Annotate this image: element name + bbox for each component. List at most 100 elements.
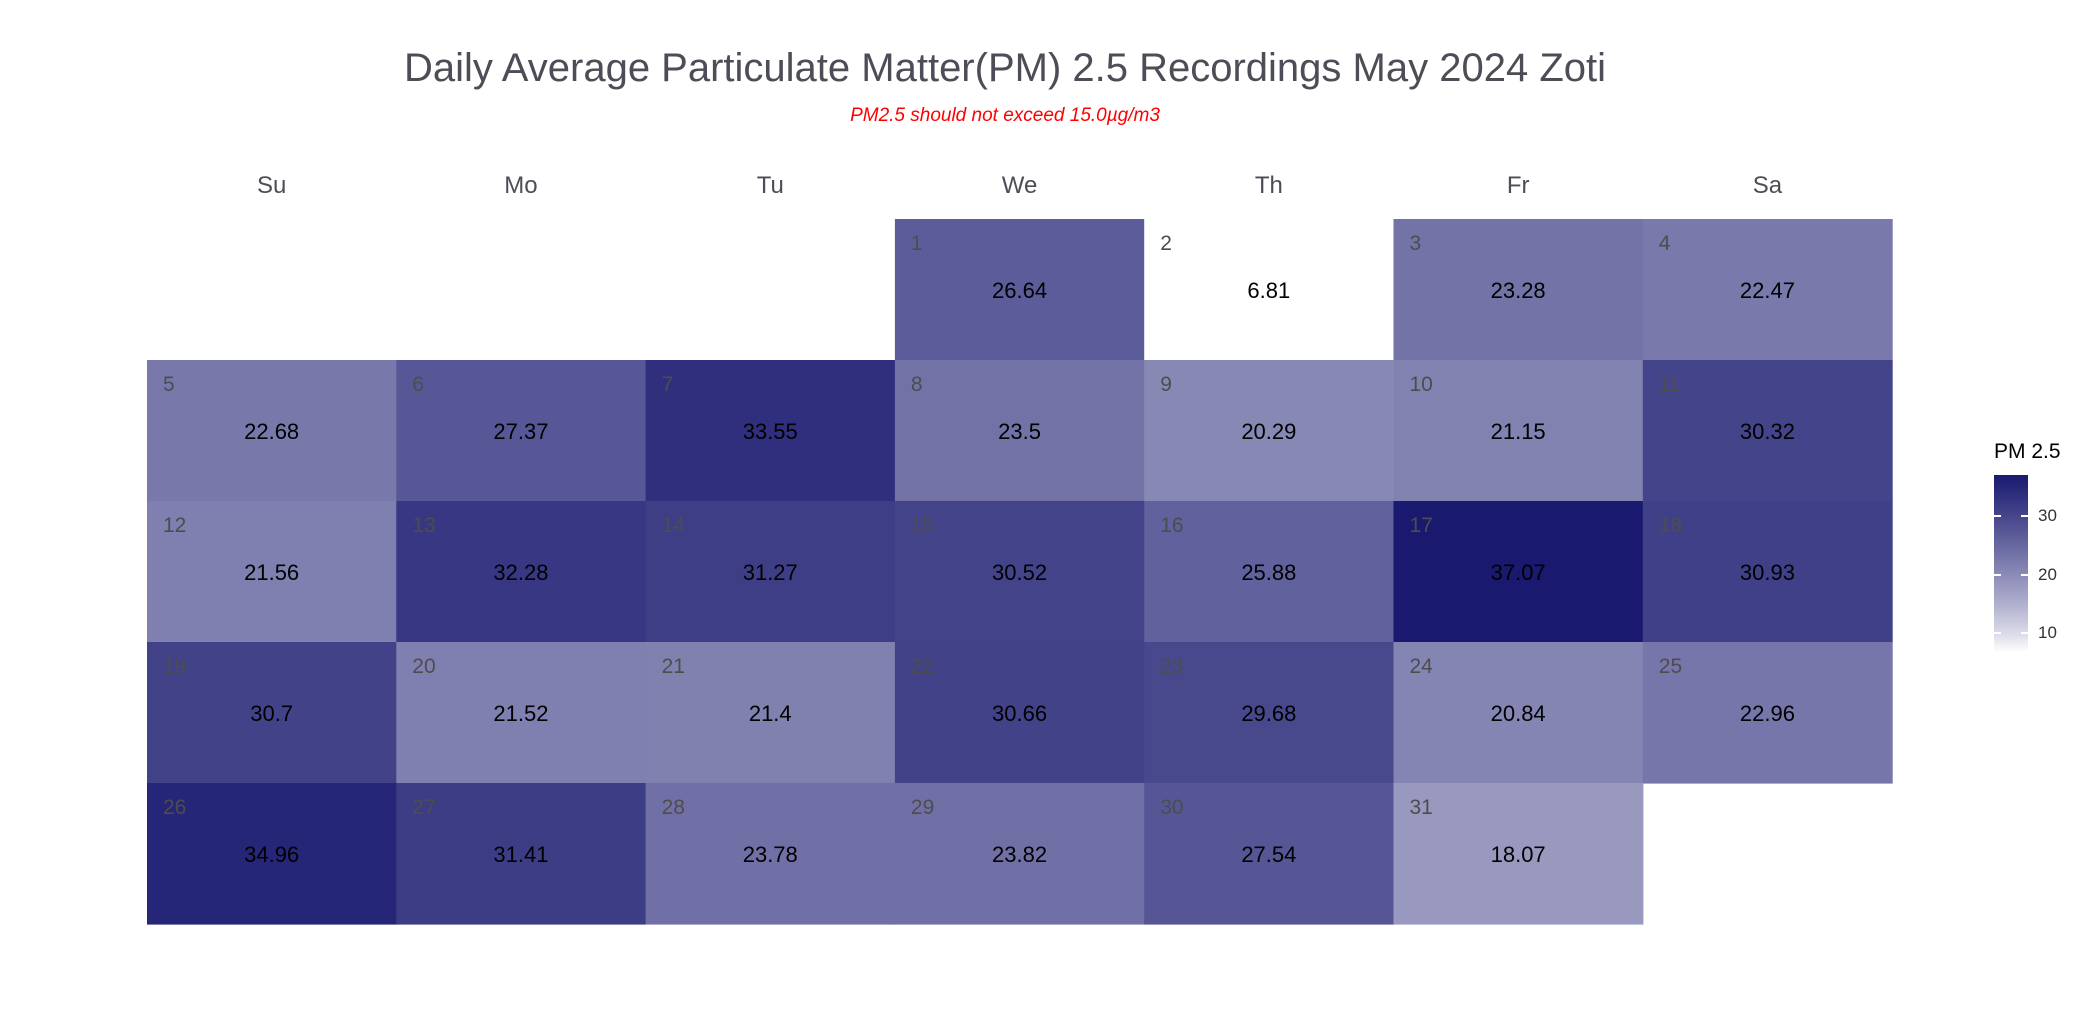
cell-color-tile xyxy=(645,642,896,784)
pm25-value-label: 30.93 xyxy=(1740,560,1795,585)
calendar-cell-day-28: 28 23.78 xyxy=(645,783,896,925)
pm25-value-label: 6.81 xyxy=(1247,278,1290,303)
legend-tick-mark xyxy=(2021,632,2028,635)
cell-color-tile xyxy=(1393,219,1644,361)
day-number: 21 xyxy=(662,655,685,678)
cell-color-tile xyxy=(396,783,647,925)
legend-color-bar xyxy=(1994,475,2028,652)
cell-color-tile xyxy=(894,783,1145,925)
pm25-value-label: 34.96 xyxy=(244,842,299,867)
calendar-cell-day-7: 733.55 xyxy=(645,360,896,502)
cell-color-tile xyxy=(147,642,397,784)
day-number: 19 xyxy=(163,655,186,678)
pm25-value-label: 23.78 xyxy=(743,842,798,867)
calendar-cell-day-10: 10 21.15 xyxy=(1393,360,1644,502)
day-number: 15 xyxy=(911,514,934,537)
cell-color-tile xyxy=(1144,783,1395,925)
weekday-label-fr: Fr xyxy=(1507,172,1530,199)
pm25-value-label: 27.54 xyxy=(1241,842,1296,867)
calendar-cells: 126.6426.81323.28422.47522.68627.37733.5… xyxy=(147,219,1893,925)
pm25-value-label: 21.52 xyxy=(493,701,548,726)
cell-color-tile xyxy=(645,783,896,925)
cell-color-tile xyxy=(894,642,1145,784)
day-number: 1 xyxy=(911,232,923,255)
cell-color-tile xyxy=(1642,219,1893,361)
day-number: 17 xyxy=(1410,514,1433,537)
calendar-cell-day-14: 14 31.27 xyxy=(645,501,896,643)
calendar-cell-day-15: 15 30.52 xyxy=(894,501,1145,643)
weekday-label-su: Su xyxy=(257,172,286,199)
calendar-cell-day-5: 522.68 xyxy=(147,360,397,502)
legend-tick-label: 30 xyxy=(2038,506,2057,526)
calendar-cell-day-26: 26 34.96 xyxy=(147,783,397,925)
day-number: 20 xyxy=(412,655,435,678)
calendar-cell-day-20: 20 21.52 xyxy=(396,642,647,784)
pm25-value-label: 21.15 xyxy=(1491,419,1546,444)
calendar-cell-day-12: 12 21.56 xyxy=(147,501,397,643)
day-number: 10 xyxy=(1410,373,1433,396)
calendar-cell-day-2: 26.81 xyxy=(1144,219,1395,361)
cell-color-tile xyxy=(1144,642,1395,784)
calendar-cell-day-29: 29 23.82 xyxy=(894,783,1145,925)
pm25-value-label: 30.32 xyxy=(1740,419,1795,444)
cell-color-tile xyxy=(1393,642,1644,784)
calendar-cell-day-19: 19 30.7 xyxy=(147,642,397,784)
day-number: 28 xyxy=(662,796,685,819)
pm25-value-label: 31.41 xyxy=(493,842,548,867)
pm25-value-label: 23.82 xyxy=(992,842,1047,867)
weekday-label-sa: Sa xyxy=(1753,172,1783,199)
day-number: 6 xyxy=(412,373,424,396)
legend-tick-mark xyxy=(1994,515,2001,518)
day-number: 7 xyxy=(662,373,674,396)
calendar-cell-day-22: 22 30.66 xyxy=(894,642,1145,784)
cell-color-tile xyxy=(147,783,397,925)
day-number: 14 xyxy=(662,514,686,537)
calendar-cell-day-6: 627.37 xyxy=(396,360,647,502)
pm25-value-label: 22.68 xyxy=(244,419,299,444)
cell-color-tile xyxy=(645,360,896,502)
day-number: 24 xyxy=(1410,655,1434,678)
cell-color-tile xyxy=(147,501,397,643)
calendar-cell-day-31: 31 18.07 xyxy=(1393,783,1644,925)
day-number: 4 xyxy=(1659,232,1671,255)
pm25-value-label: 27.37 xyxy=(493,419,548,444)
day-number: 8 xyxy=(911,373,923,396)
cell-color-tile xyxy=(645,501,896,643)
cell-color-tile xyxy=(396,501,647,643)
day-number: 12 xyxy=(163,514,186,537)
day-number: 29 xyxy=(911,796,934,819)
day-number: 31 xyxy=(1410,796,1433,819)
day-number: 5 xyxy=(163,373,175,396)
day-number: 22 xyxy=(911,655,934,678)
pm25-value-label: 30.7 xyxy=(250,701,293,726)
chart-subtitle: PM2.5 should not exceed 15.0µg/m3 xyxy=(850,105,1160,126)
cell-color-tile xyxy=(894,360,1145,502)
legend-title: PM 2.5 xyxy=(1994,440,2061,463)
day-number: 2 xyxy=(1160,232,1172,255)
weekday-label-we: We xyxy=(1002,172,1038,199)
pm25-value-label: 26.64 xyxy=(992,278,1047,303)
cell-color-tile xyxy=(147,360,397,502)
day-number: 9 xyxy=(1160,373,1172,396)
pm25-value-label: 32.28 xyxy=(493,560,548,585)
pm25-value-label: 25.88 xyxy=(1241,560,1296,585)
calendar-cell-day-30: 30 27.54 xyxy=(1144,783,1395,925)
legend-tick-label: 10 xyxy=(2038,623,2057,643)
pm25-value-label: 23.28 xyxy=(1491,278,1546,303)
pm25-value-label: 30.66 xyxy=(992,701,1047,726)
cell-color-tile xyxy=(1393,783,1644,925)
pm25-value-label: 29.68 xyxy=(1241,701,1296,726)
day-number: 11 xyxy=(1659,373,1681,396)
legend-tick-mark xyxy=(2021,573,2028,576)
legend-tick-mark xyxy=(1994,573,2001,576)
calendar-cell-day-16: 16 25.88 xyxy=(1144,501,1395,643)
calendar-cell-day-9: 920.29 xyxy=(1144,360,1395,502)
day-number: 16 xyxy=(1160,514,1183,537)
legend-tick-mark xyxy=(2021,515,2028,518)
day-number: 26 xyxy=(163,796,186,819)
cell-color-tile xyxy=(1393,360,1644,502)
pm25-value-label: 33.55 xyxy=(743,419,798,444)
day-number: 25 xyxy=(1659,655,1682,678)
legend-tick-label: 20 xyxy=(2038,564,2057,584)
